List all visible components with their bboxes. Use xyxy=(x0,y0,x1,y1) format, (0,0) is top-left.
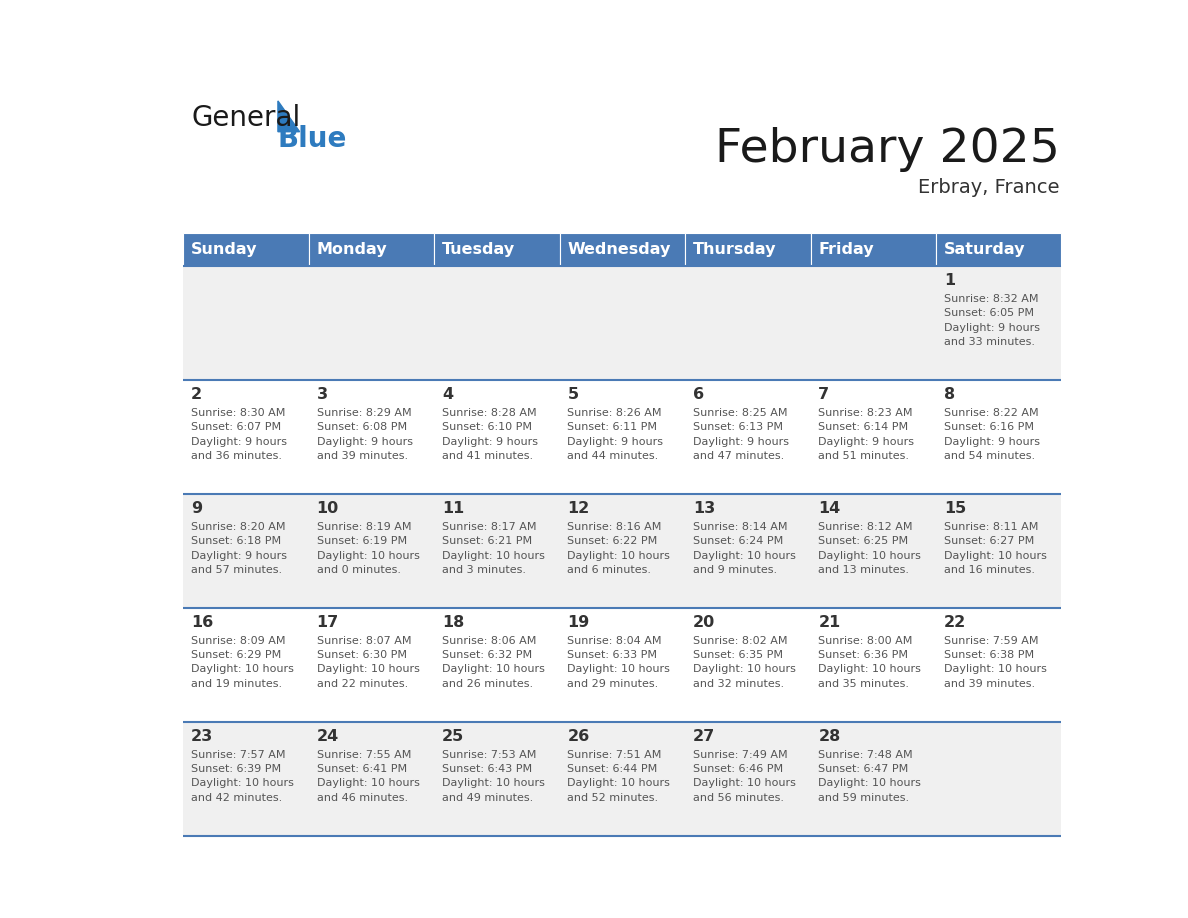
Text: Sunrise: 8:32 AM
Sunset: 6:05 PM
Daylight: 9 hours
and 33 minutes.: Sunrise: 8:32 AM Sunset: 6:05 PM Dayligh… xyxy=(943,294,1040,347)
Text: Sunrise: 8:29 AM
Sunset: 6:08 PM
Daylight: 9 hours
and 39 minutes.: Sunrise: 8:29 AM Sunset: 6:08 PM Dayligh… xyxy=(316,408,412,461)
Text: Friday: Friday xyxy=(819,242,874,257)
Text: Sunrise: 7:48 AM
Sunset: 6:47 PM
Daylight: 10 hours
and 59 minutes.: Sunrise: 7:48 AM Sunset: 6:47 PM Dayligh… xyxy=(819,750,921,803)
Text: Erbray, France: Erbray, France xyxy=(918,178,1060,197)
Text: 5: 5 xyxy=(568,387,579,402)
Text: Sunrise: 7:51 AM
Sunset: 6:44 PM
Daylight: 10 hours
and 52 minutes.: Sunrise: 7:51 AM Sunset: 6:44 PM Dayligh… xyxy=(568,750,670,803)
Bar xyxy=(435,233,560,265)
Text: Sunrise: 8:09 AM
Sunset: 6:29 PM
Daylight: 10 hours
and 19 minutes.: Sunrise: 8:09 AM Sunset: 6:29 PM Dayligh… xyxy=(191,635,293,688)
Text: 26: 26 xyxy=(568,729,589,744)
Text: Wednesday: Wednesday xyxy=(568,242,671,257)
Text: Monday: Monday xyxy=(316,242,387,257)
Text: Thursday: Thursday xyxy=(693,242,777,257)
Text: Sunrise: 8:19 AM
Sunset: 6:19 PM
Daylight: 10 hours
and 0 minutes.: Sunrise: 8:19 AM Sunset: 6:19 PM Dayligh… xyxy=(316,521,419,575)
Text: General: General xyxy=(191,104,301,131)
Text: 16: 16 xyxy=(191,615,214,631)
Text: 21: 21 xyxy=(819,615,841,631)
Text: 25: 25 xyxy=(442,729,465,744)
Text: Sunrise: 8:22 AM
Sunset: 6:16 PM
Daylight: 9 hours
and 54 minutes.: Sunrise: 8:22 AM Sunset: 6:16 PM Dayligh… xyxy=(943,408,1040,461)
Text: Sunrise: 8:20 AM
Sunset: 6:18 PM
Daylight: 9 hours
and 57 minutes.: Sunrise: 8:20 AM Sunset: 6:18 PM Dayligh… xyxy=(191,521,287,575)
Text: 9: 9 xyxy=(191,501,202,516)
Bar xyxy=(309,233,435,265)
Text: Sunrise: 8:00 AM
Sunset: 6:36 PM
Daylight: 10 hours
and 35 minutes.: Sunrise: 8:00 AM Sunset: 6:36 PM Dayligh… xyxy=(819,635,921,688)
Text: 20: 20 xyxy=(693,615,715,631)
Text: 17: 17 xyxy=(316,615,339,631)
Text: 10: 10 xyxy=(316,501,339,516)
Text: Sunrise: 7:55 AM
Sunset: 6:41 PM
Daylight: 10 hours
and 46 minutes.: Sunrise: 7:55 AM Sunset: 6:41 PM Dayligh… xyxy=(316,750,419,803)
Text: Sunrise: 8:28 AM
Sunset: 6:10 PM
Daylight: 9 hours
and 41 minutes.: Sunrise: 8:28 AM Sunset: 6:10 PM Dayligh… xyxy=(442,408,538,461)
Text: February 2025: February 2025 xyxy=(715,127,1060,172)
Text: 6: 6 xyxy=(693,387,704,402)
Text: 15: 15 xyxy=(943,501,966,516)
Text: Sunrise: 8:12 AM
Sunset: 6:25 PM
Daylight: 10 hours
and 13 minutes.: Sunrise: 8:12 AM Sunset: 6:25 PM Dayligh… xyxy=(819,521,921,575)
Text: Sunrise: 8:14 AM
Sunset: 6:24 PM
Daylight: 10 hours
and 9 minutes.: Sunrise: 8:14 AM Sunset: 6:24 PM Dayligh… xyxy=(693,521,796,575)
Text: Sunrise: 8:23 AM
Sunset: 6:14 PM
Daylight: 9 hours
and 51 minutes.: Sunrise: 8:23 AM Sunset: 6:14 PM Dayligh… xyxy=(819,408,915,461)
Text: Sunrise: 8:26 AM
Sunset: 6:11 PM
Daylight: 9 hours
and 44 minutes.: Sunrise: 8:26 AM Sunset: 6:11 PM Dayligh… xyxy=(568,408,663,461)
Text: Sunrise: 8:25 AM
Sunset: 6:13 PM
Daylight: 9 hours
and 47 minutes.: Sunrise: 8:25 AM Sunset: 6:13 PM Dayligh… xyxy=(693,408,789,461)
Text: 22: 22 xyxy=(943,615,966,631)
Bar xyxy=(183,380,1061,494)
Text: 18: 18 xyxy=(442,615,465,631)
Text: 28: 28 xyxy=(819,729,841,744)
Text: 23: 23 xyxy=(191,729,214,744)
Text: Sunrise: 8:16 AM
Sunset: 6:22 PM
Daylight: 10 hours
and 6 minutes.: Sunrise: 8:16 AM Sunset: 6:22 PM Dayligh… xyxy=(568,521,670,575)
Bar xyxy=(183,494,1061,608)
Bar xyxy=(560,233,685,265)
Text: Sunrise: 8:17 AM
Sunset: 6:21 PM
Daylight: 10 hours
and 3 minutes.: Sunrise: 8:17 AM Sunset: 6:21 PM Dayligh… xyxy=(442,521,545,575)
Text: Sunday: Sunday xyxy=(191,242,258,257)
Bar xyxy=(810,233,936,265)
Text: Sunrise: 8:04 AM
Sunset: 6:33 PM
Daylight: 10 hours
and 29 minutes.: Sunrise: 8:04 AM Sunset: 6:33 PM Dayligh… xyxy=(568,635,670,688)
Text: Sunrise: 8:06 AM
Sunset: 6:32 PM
Daylight: 10 hours
and 26 minutes.: Sunrise: 8:06 AM Sunset: 6:32 PM Dayligh… xyxy=(442,635,545,688)
Text: Sunrise: 7:57 AM
Sunset: 6:39 PM
Daylight: 10 hours
and 42 minutes.: Sunrise: 7:57 AM Sunset: 6:39 PM Dayligh… xyxy=(191,750,293,803)
Polygon shape xyxy=(278,101,299,131)
Text: Sunrise: 8:11 AM
Sunset: 6:27 PM
Daylight: 10 hours
and 16 minutes.: Sunrise: 8:11 AM Sunset: 6:27 PM Dayligh… xyxy=(943,521,1047,575)
Text: Blue: Blue xyxy=(278,125,347,153)
Text: Sunrise: 7:53 AM
Sunset: 6:43 PM
Daylight: 10 hours
and 49 minutes.: Sunrise: 7:53 AM Sunset: 6:43 PM Dayligh… xyxy=(442,750,545,803)
Bar xyxy=(183,265,1061,380)
Text: Sunrise: 8:02 AM
Sunset: 6:35 PM
Daylight: 10 hours
and 32 minutes.: Sunrise: 8:02 AM Sunset: 6:35 PM Dayligh… xyxy=(693,635,796,688)
Text: 27: 27 xyxy=(693,729,715,744)
Text: 2: 2 xyxy=(191,387,202,402)
Text: 7: 7 xyxy=(819,387,829,402)
Bar xyxy=(183,233,309,265)
Bar xyxy=(183,722,1061,835)
Bar xyxy=(183,608,1061,722)
Text: 4: 4 xyxy=(442,387,453,402)
Text: Sunrise: 8:07 AM
Sunset: 6:30 PM
Daylight: 10 hours
and 22 minutes.: Sunrise: 8:07 AM Sunset: 6:30 PM Dayligh… xyxy=(316,635,419,688)
Text: Sunrise: 8:30 AM
Sunset: 6:07 PM
Daylight: 9 hours
and 36 minutes.: Sunrise: 8:30 AM Sunset: 6:07 PM Dayligh… xyxy=(191,408,287,461)
Text: 19: 19 xyxy=(568,615,589,631)
Text: 1: 1 xyxy=(943,274,955,288)
Text: 11: 11 xyxy=(442,501,465,516)
Text: 8: 8 xyxy=(943,387,955,402)
Text: 24: 24 xyxy=(316,729,339,744)
Text: 12: 12 xyxy=(568,501,589,516)
Text: Sunrise: 7:59 AM
Sunset: 6:38 PM
Daylight: 10 hours
and 39 minutes.: Sunrise: 7:59 AM Sunset: 6:38 PM Dayligh… xyxy=(943,635,1047,688)
Text: 14: 14 xyxy=(819,501,841,516)
Text: 3: 3 xyxy=(316,387,328,402)
Bar xyxy=(685,233,810,265)
Text: Tuesday: Tuesday xyxy=(442,242,516,257)
Text: Saturday: Saturday xyxy=(943,242,1025,257)
Text: 13: 13 xyxy=(693,501,715,516)
Text: Sunrise: 7:49 AM
Sunset: 6:46 PM
Daylight: 10 hours
and 56 minutes.: Sunrise: 7:49 AM Sunset: 6:46 PM Dayligh… xyxy=(693,750,796,803)
Bar xyxy=(936,233,1061,265)
